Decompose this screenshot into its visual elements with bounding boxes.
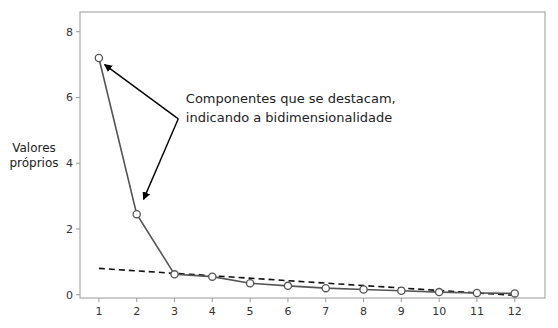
x-tick <box>363 298 364 302</box>
annotation: Componentes que se destacam, indicando a … <box>186 91 396 125</box>
y-tick <box>76 294 80 295</box>
x-tick <box>325 298 326 302</box>
point <box>133 211 140 218</box>
y-axis-label-line: próprios <box>9 156 58 170</box>
point <box>247 280 254 287</box>
point <box>284 282 291 289</box>
y-tick <box>76 163 80 164</box>
point <box>436 288 443 295</box>
x-tick-label: 7 <box>322 305 329 318</box>
reference-line <box>99 268 515 295</box>
x-tick-label: 5 <box>247 305 254 318</box>
x-tick <box>98 298 99 302</box>
x-tick <box>514 298 515 302</box>
plot-frame <box>80 12 545 298</box>
x-tick-label: 8 <box>360 305 367 318</box>
y-tick-label: 6 <box>66 91 73 104</box>
annotation-line: Componentes que se destacam, <box>186 91 396 106</box>
point <box>209 273 216 280</box>
x-tick-label: 9 <box>398 305 405 318</box>
point <box>473 289 480 296</box>
y-tick-label: 0 <box>66 289 73 302</box>
y-tick <box>76 228 80 229</box>
point <box>511 290 518 297</box>
point <box>95 54 102 61</box>
arrow <box>144 119 179 200</box>
point <box>322 285 329 292</box>
y-tick-label: 2 <box>66 223 73 236</box>
x-tick-label: 11 <box>470 305 484 318</box>
x-tick <box>287 298 288 302</box>
point <box>360 286 367 293</box>
arrow <box>105 65 179 119</box>
x-tick <box>136 298 137 302</box>
y-tick <box>76 31 80 32</box>
x-tick-label: 6 <box>284 305 291 318</box>
x-tick-label: 12 <box>508 305 522 318</box>
point <box>171 271 178 278</box>
annotation-line: indicando a bidimensionalidade <box>186 110 392 125</box>
y-axis-label-line: Valores <box>12 141 56 155</box>
point <box>398 287 405 294</box>
x-tick <box>212 298 213 302</box>
x-tick-label: 10 <box>432 305 446 318</box>
y-tick-label: 4 <box>66 157 73 170</box>
y-tick-label: 8 <box>66 26 73 39</box>
x-tick-label: 1 <box>95 305 102 318</box>
x-tick <box>476 298 477 302</box>
chart: 02468123456789101112ValoresprópriosCompo… <box>0 0 558 328</box>
x-tick <box>439 298 440 302</box>
x-tick <box>174 298 175 302</box>
y-axis-label: Valorespróprios <box>9 141 58 170</box>
x-tick-label: 2 <box>133 305 140 318</box>
scree-line <box>99 58 515 293</box>
x-tick <box>250 298 251 302</box>
y-tick <box>76 97 80 98</box>
x-tick <box>401 298 402 302</box>
x-tick-label: 4 <box>209 305 216 318</box>
plot-data <box>95 54 518 297</box>
x-tick-label: 3 <box>171 305 178 318</box>
